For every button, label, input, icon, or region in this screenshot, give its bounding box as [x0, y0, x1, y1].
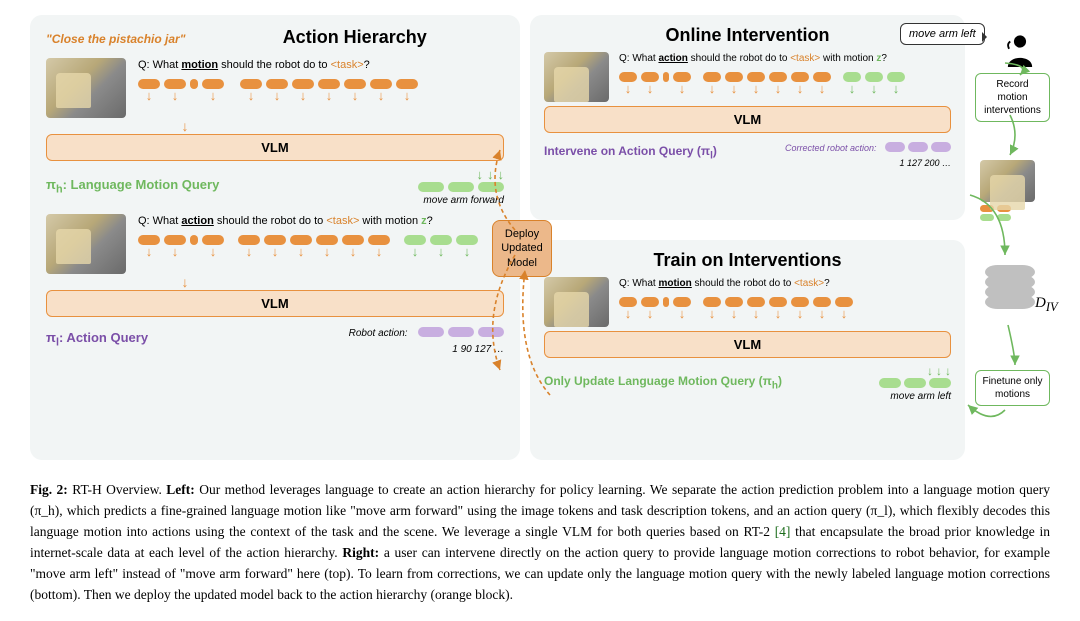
- query-action-text: Q: What action should the robot do to <t…: [138, 214, 504, 229]
- scene-thumbnail-tr: [544, 52, 609, 102]
- deploy-block: Deploy Updated Model: [492, 220, 552, 277]
- token-row-q1: [138, 79, 504, 89]
- panel-action-hierarchy: "Close the pistachio jar" Action Hierarc…: [30, 15, 520, 460]
- speech-bubble: move arm left: [900, 23, 985, 45]
- intervention-sample: [980, 160, 1035, 221]
- token-row-br: [619, 297, 951, 307]
- robot-action-label: Robot action:: [349, 328, 408, 339]
- policy-h-label: πh: π_h: Language Motion QueryLanguage M…: [46, 177, 219, 196]
- panel-title-tr: Online Intervention: [544, 25, 951, 46]
- scene-thumbnail-2: [46, 214, 126, 274]
- scene-thumbnail: [46, 58, 126, 118]
- figure-diagram: "Close the pistachio jar" Action Hierarc…: [30, 15, 1050, 465]
- mid-output-label: move arm forward: [418, 195, 504, 206]
- person-icon: [1005, 33, 1035, 67]
- corrected-values: 1 127 200 …: [785, 158, 951, 168]
- figure-caption: Fig. 2: RT-H Overview. Left: Our method …: [30, 480, 1050, 606]
- query-motion-text-br: Q: What motion should the robot do to <t…: [619, 277, 951, 291]
- db-label: DIV: [1035, 295, 1058, 315]
- arrows-tr: ↓↓↓↓↓↓↓↓↓↓↓↓: [619, 84, 951, 94]
- panel-train-interventions: Train on Interventions Q: What motion sh…: [530, 240, 965, 460]
- policy-l-label: πl: Action Query: [46, 330, 148, 349]
- vlm-box-tr: VLM: [544, 106, 951, 133]
- panel-online-intervention: Online Intervention Q: What action shoul…: [530, 15, 965, 220]
- vlm-box-2: VLM: [46, 290, 504, 317]
- panel-title-br: Train on Interventions: [544, 250, 951, 271]
- policy-update-label: Only Update Language Motion Query (πh): [544, 374, 782, 391]
- vlm-box-br: VLM: [544, 331, 951, 358]
- arrows-q2: ↓↓↓↓↓↓↓↓↓↓↓↓: [138, 247, 504, 257]
- policy-intervene-label: Intervene on Action Query (πl): [544, 144, 717, 161]
- arrows-q1: ↓↓↓↓↓↓↓↓↓↓: [138, 91, 504, 101]
- token-row-tr: [619, 72, 951, 82]
- corrected-label: Corrected robot action:: [785, 143, 877, 153]
- scene-thumbnail-br: [544, 277, 609, 327]
- robot-action-values: 1 90 127 …: [349, 344, 504, 355]
- note-record: Record motion interventions: [975, 73, 1050, 122]
- task-quote: "Close the pistachio jar": [46, 32, 185, 46]
- panel-title-left: Action Hierarchy: [205, 27, 504, 48]
- token-row-q2: [138, 235, 504, 245]
- arrows-br: ↓↓↓↓↓↓↓↓↓↓: [619, 309, 951, 319]
- query-action-text-tr: Q: What action should the robot do to <t…: [619, 52, 951, 66]
- database-icon: [985, 265, 1035, 305]
- note-finetune: Finetune only motions: [975, 370, 1050, 406]
- vlm-box-1: VLM: [46, 134, 504, 161]
- br-output-label: move arm left: [879, 391, 951, 402]
- query-motion-text: Q: What motion should the robot do to <t…: [138, 58, 504, 73]
